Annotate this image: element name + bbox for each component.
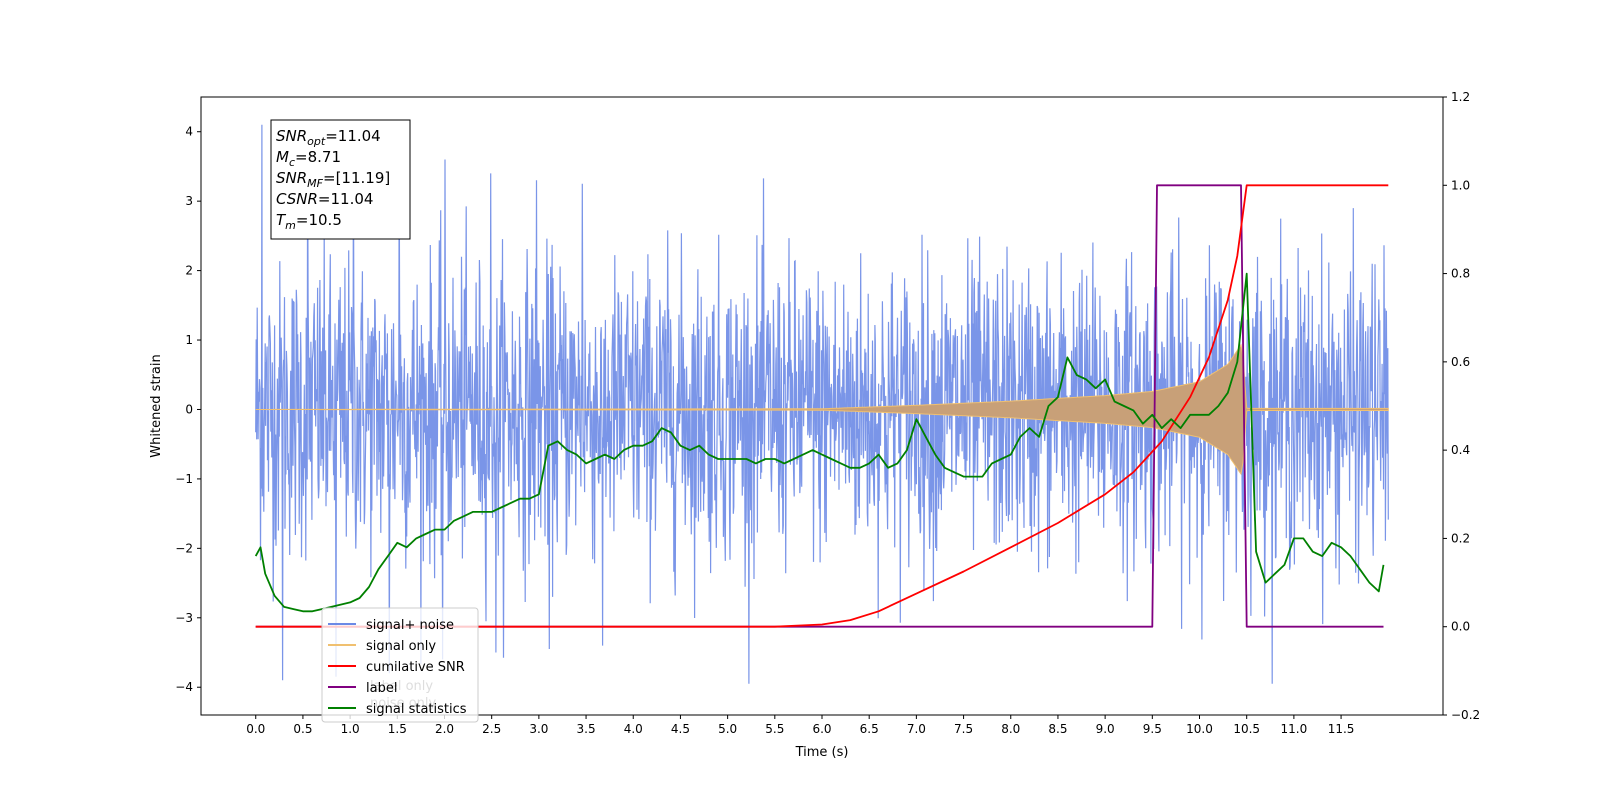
x-tick-label: 3.0 — [529, 722, 548, 736]
legend-entry-label: label — [366, 681, 397, 696]
x-tick-label: 2.5 — [482, 722, 501, 736]
x-tick-label: 1.5 — [388, 722, 407, 736]
x-tick-label: 9.0 — [1096, 722, 1115, 736]
annotation-line: SNRopt=11.04 — [276, 127, 381, 148]
legend-ghost-text: label only — [370, 679, 433, 694]
x-tick-label: 6.5 — [860, 722, 879, 736]
legend-entry-label: cumilative SNR — [366, 660, 465, 675]
x-tick-label: 10.0 — [1186, 722, 1213, 736]
legend-entry-label: signal statistics — [366, 702, 467, 717]
annotation-line: SNRMF=[11.19] — [276, 169, 390, 190]
y-left-tick-label: 2 — [185, 264, 193, 278]
x-axis: 0.0 0.5 1.0 1.5 2.0 2.5 3.0 3.5 4.0 4.5 5.0 5.5 6.0 6… — [246, 715, 1354, 736]
x-tick-label: 3.5 — [577, 722, 596, 736]
signal-only-band — [255, 343, 1389, 476]
y-left-tick-label: 0 — [185, 402, 193, 416]
annotation-line: Mc=8.71 — [276, 148, 341, 169]
y-right-tick-label: 0.4 — [1451, 443, 1470, 457]
x-tick-label: 8.5 — [1048, 722, 1067, 736]
x-tick-label: 7.5 — [954, 722, 973, 736]
y-left-tick-label: 4 — [185, 125, 193, 139]
x-tick-label: 0.5 — [293, 722, 312, 736]
y-right-tick-label: 1.2 — [1451, 90, 1470, 104]
legend: label only noise only signal+ noise signal … — [321, 607, 479, 723]
x-tick-label: 2.0 — [435, 722, 454, 736]
y-right-tick-label: 0.2 — [1451, 531, 1470, 545]
cumulative-snr-line — [255, 184, 1389, 628]
signal-only-series — [255, 343, 1389, 476]
x-tick-label: 0.0 — [246, 722, 265, 736]
y-right-tick-label: 0.0 — [1451, 620, 1470, 634]
x-tick-label: 9.5 — [1143, 722, 1162, 736]
x-tick-label: 5.0 — [718, 722, 737, 736]
x-tick-label: 11.5 — [1328, 722, 1355, 736]
annotation-box: SNRopt=11.04Mc=8.71SNRMF=[11.19]CSNR=11.… — [270, 119, 411, 240]
line-series-group — [254, 184, 1389, 628]
signal-noise-line — [255, 124, 1389, 684]
x-tick-label: 10.5 — [1233, 722, 1260, 736]
y-left-tick-label: −1 — [175, 472, 193, 486]
x-tick-label: 7.0 — [907, 722, 926, 736]
x-tick-label: 4.0 — [624, 722, 643, 736]
annotation-line: Tm=10.5 — [276, 211, 342, 232]
x-tick-label: 1.0 — [341, 722, 360, 736]
legend-frame — [321, 607, 479, 723]
y-left-tick-label: −2 — [175, 541, 193, 555]
y-axis-right: 1.2 1.0 0.8 0.6 0.4 0.2 0.0 −0.2 — [1443, 90, 1480, 722]
y-right-tick-label: 0.6 — [1451, 355, 1470, 369]
x-tick-label: 5.5 — [765, 722, 784, 736]
y-left-tick-label: 1 — [185, 333, 193, 347]
y-right-tick-label: 1.0 — [1451, 178, 1470, 192]
legend-ghost-text: noise only — [370, 696, 437, 711]
y-left-tick-label: 3 — [185, 194, 193, 208]
y-right-tick-label: −0.2 — [1451, 708, 1480, 722]
annotation-line: CSNR=11.04 — [276, 190, 373, 208]
y-left-tick-label: −3 — [175, 611, 193, 625]
y-axis-left: 4 3 2 1 0 −1 −2 −3 −4 — [175, 125, 201, 694]
x-tick-label: 4.5 — [671, 722, 690, 736]
annotation-frame — [270, 119, 411, 240]
legend-entry-label: signal+ noise — [366, 618, 454, 633]
x-tick-label: 11.0 — [1281, 722, 1308, 736]
legend-entry-label: signal only — [366, 639, 436, 654]
y-left-tick-label: −4 — [175, 680, 193, 694]
label-line — [255, 184, 1384, 628]
x-tick-label: 8.0 — [1001, 722, 1020, 736]
x-tick-label: 6.0 — [812, 722, 831, 736]
signal-noise-series — [255, 124, 1389, 684]
x-axis-label: Time (s) — [795, 745, 849, 760]
y-axis-label: Whitened strain — [149, 354, 164, 457]
signal-statistics-line — [254, 272, 1385, 613]
y-right-tick-label: 0.8 — [1451, 267, 1470, 281]
